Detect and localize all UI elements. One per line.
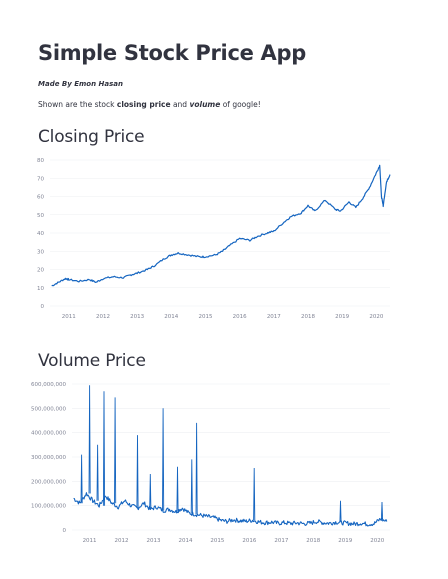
volume-spike [102,391,106,506]
closing-x-tick-label: 2013 [130,314,144,320]
volume-x-tick-label: 2017 [274,538,288,544]
volume-spike [88,385,91,494]
volume-x-tick-label: 2011 [83,538,97,544]
closing-y-tick-label: 50 [37,213,44,219]
volume-spike [80,454,83,504]
intro-prefix: Shown are the stock [38,100,117,109]
volume-x-tick-label: 2013 [146,538,160,544]
volume-price-heading: Volume Price [38,351,146,371]
closing-series-line [51,164,391,287]
closing-y-tick-label: 70 [37,176,44,182]
closing-x-tick-label: 2017 [267,314,281,320]
closing-price-heading: Closing Price [38,127,145,147]
intro-mid: and [170,100,190,109]
volume-price-chart[interactable]: 0 100,000,000 200,000,000 300,000,000 400,00… [30,376,395,552]
closing-y-tick-label: 40 [37,231,44,237]
intro-text: Shown are the stock closing price and vo… [38,100,261,109]
closing-y-tick-label: 0 [41,304,45,310]
volume-y-tick-label: 400,000,000 [31,431,66,437]
closing-price-chart[interactable]: 0 10 20 30 40 50 60 70 80 2011 2012 2013 2014 2015 201… [30,152,395,328]
volume-spike [96,444,99,501]
volume-spike [114,397,117,504]
volume-spike [190,459,193,514]
volume-y-tick-label: 600,000,000 [31,382,66,388]
closing-x-tick-label: 2019 [335,314,349,320]
volume-y-tick-label: 500,000,000 [31,406,66,412]
closing-x-tick-label: 2014 [164,314,178,320]
volume-y-tick-label: 200,000,000 [31,479,66,485]
closing-y-tick-label: 20 [37,268,44,274]
volume-spike [176,466,179,512]
volume-x-tick-label: 2019 [338,538,352,544]
volume-y-tick-label: 300,000,000 [31,455,66,461]
intro-italic: volume [189,100,221,109]
closing-x-tick-label: 2012 [96,314,110,320]
volume-x-tick-label: 2016 [242,538,256,544]
closing-y-tick-label: 80 [37,158,44,164]
volume-spike [136,435,139,509]
byline: Made By Emon Hasan [38,80,123,88]
volume-x-tick-label: 2014 [178,538,192,544]
closing-x-tick-label: 2016 [233,314,247,320]
volume-spike [380,501,384,520]
volume-x-tick-label: 2018 [306,538,320,544]
intro-suffix: of google! [220,100,261,109]
volume-series-line [73,492,388,527]
closing-x-tick-label: 2015 [198,314,212,320]
volume-x-tick-label: 2015 [210,538,224,544]
volume-spike [195,422,198,515]
closing-y-tick-label: 60 [37,195,44,201]
volume-spike [162,408,165,511]
volume-x-tick-label: 2012 [115,538,129,544]
closing-x-tick-label: 2011 [62,314,76,320]
volume-x-tick-label: 2020 [370,538,384,544]
volume-y-tick-label: 0 [63,528,67,534]
volume-y-tick-label: 100,000,000 [31,504,66,510]
volume-spike [149,473,152,510]
closing-x-tick-label: 2020 [369,314,383,320]
app-title: Simple Stock Price App [38,41,306,65]
intro-bold: closing price [116,100,171,109]
closing-y-tick-label: 30 [37,249,44,255]
volume-spike [253,467,256,521]
closing-y-tick-label: 10 [37,286,44,292]
volume-spike [339,500,342,523]
closing-x-tick-label: 2018 [301,314,315,320]
